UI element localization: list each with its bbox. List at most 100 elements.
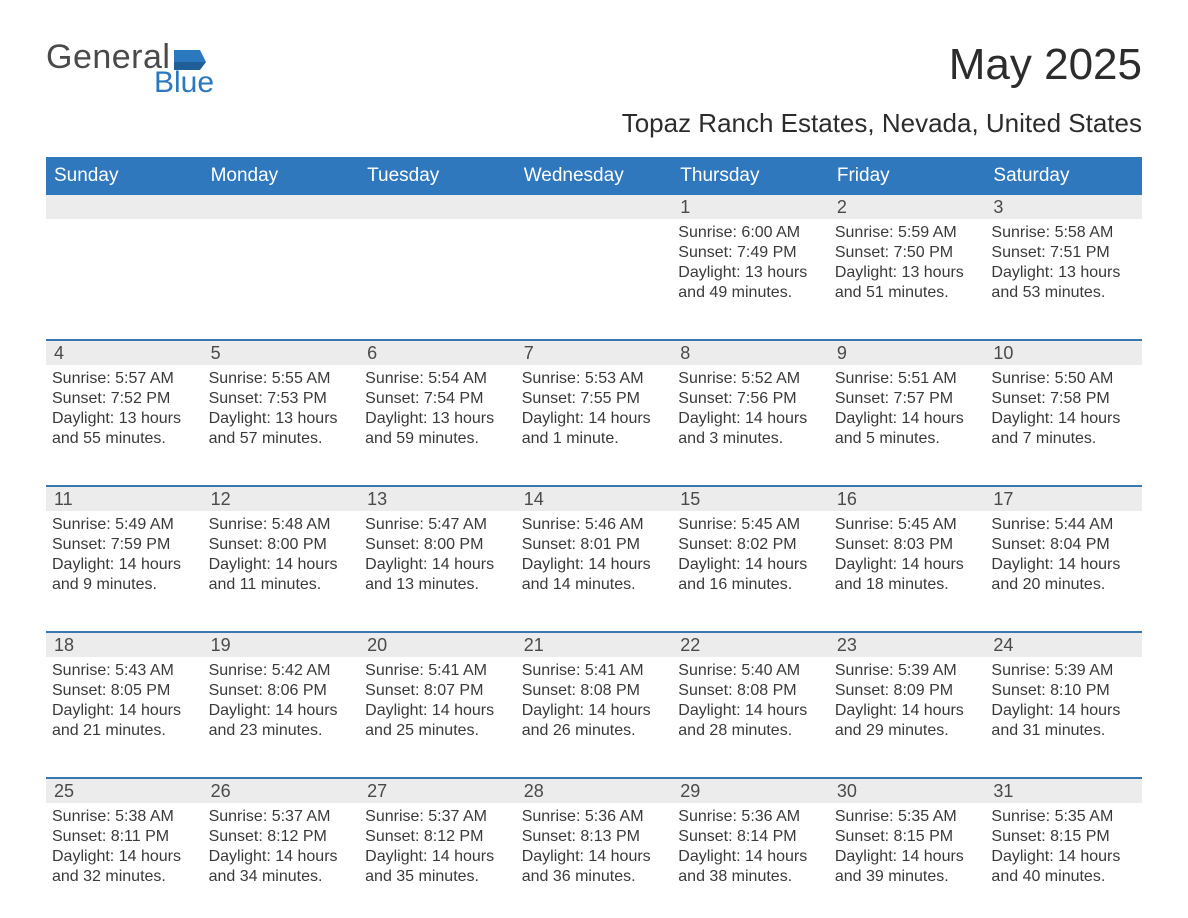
day-body: Sunrise: 5:57 AMSunset: 7:52 PMDaylight:… xyxy=(46,365,203,453)
calendar-day: 12Sunrise: 5:48 AMSunset: 8:00 PMDayligh… xyxy=(203,487,360,615)
calendar-day: 17Sunrise: 5:44 AMSunset: 8:04 PMDayligh… xyxy=(985,487,1142,615)
sunset-text: Sunset: 8:09 PM xyxy=(835,681,980,701)
day-number: 26 xyxy=(203,779,360,803)
sunset-text: Sunset: 8:08 PM xyxy=(678,681,823,701)
day-number: 30 xyxy=(829,779,986,803)
month-title: May 2025 xyxy=(622,40,1142,90)
calendar-week: 25Sunrise: 5:38 AMSunset: 8:11 PMDayligh… xyxy=(46,777,1142,907)
day-number: 31 xyxy=(985,779,1142,803)
sunrise-text: Sunrise: 6:00 AM xyxy=(678,223,823,243)
day-body: Sunrise: 5:42 AMSunset: 8:06 PMDaylight:… xyxy=(203,657,360,745)
calendar-day: 19Sunrise: 5:42 AMSunset: 8:06 PMDayligh… xyxy=(203,633,360,761)
sunset-text: Sunset: 8:00 PM xyxy=(365,535,510,555)
day-number: 9 xyxy=(829,341,986,365)
sunset-text: Sunset: 7:52 PM xyxy=(52,389,197,409)
daylight-text: Daylight: 14 hours and 28 minutes. xyxy=(678,701,823,741)
day-body: Sunrise: 5:53 AMSunset: 7:55 PMDaylight:… xyxy=(516,365,673,453)
calendar-day: 30Sunrise: 5:35 AMSunset: 8:15 PMDayligh… xyxy=(829,779,986,907)
sunrise-text: Sunrise: 5:41 AM xyxy=(522,661,667,681)
calendar-day: 16Sunrise: 5:45 AMSunset: 8:03 PMDayligh… xyxy=(829,487,986,615)
sunrise-text: Sunrise: 5:53 AM xyxy=(522,369,667,389)
day-body: Sunrise: 5:38 AMSunset: 8:11 PMDaylight:… xyxy=(46,803,203,891)
daylight-text: Daylight: 14 hours and 32 minutes. xyxy=(52,847,197,887)
sunrise-text: Sunrise: 5:42 AM xyxy=(209,661,354,681)
calendar-day: 6Sunrise: 5:54 AMSunset: 7:54 PMDaylight… xyxy=(359,341,516,469)
sunset-text: Sunset: 8:01 PM xyxy=(522,535,667,555)
day-body xyxy=(359,219,516,227)
daylight-text: Daylight: 14 hours and 20 minutes. xyxy=(991,555,1136,595)
calendar-day: 27Sunrise: 5:37 AMSunset: 8:12 PMDayligh… xyxy=(359,779,516,907)
sunrise-text: Sunrise: 5:54 AM xyxy=(365,369,510,389)
sunset-text: Sunset: 7:56 PM xyxy=(678,389,823,409)
daylight-text: Daylight: 14 hours and 34 minutes. xyxy=(209,847,354,887)
sunset-text: Sunset: 8:08 PM xyxy=(522,681,667,701)
day-body: Sunrise: 5:35 AMSunset: 8:15 PMDaylight:… xyxy=(829,803,986,891)
sunrise-text: Sunrise: 5:43 AM xyxy=(52,661,197,681)
sunset-text: Sunset: 8:13 PM xyxy=(522,827,667,847)
daylight-text: Daylight: 13 hours and 53 minutes. xyxy=(991,263,1136,303)
calendar-day: 28Sunrise: 5:36 AMSunset: 8:13 PMDayligh… xyxy=(516,779,673,907)
sunset-text: Sunset: 7:59 PM xyxy=(52,535,197,555)
brand-logo: General Blue xyxy=(46,40,214,98)
day-body: Sunrise: 5:47 AMSunset: 8:00 PMDaylight:… xyxy=(359,511,516,599)
day-body: Sunrise: 5:54 AMSunset: 7:54 PMDaylight:… xyxy=(359,365,516,453)
sunset-text: Sunset: 7:53 PM xyxy=(209,389,354,409)
calendar-day: 8Sunrise: 5:52 AMSunset: 7:56 PMDaylight… xyxy=(672,341,829,469)
day-body: Sunrise: 5:51 AMSunset: 7:57 PMDaylight:… xyxy=(829,365,986,453)
day-number: 14 xyxy=(516,487,673,511)
day-number: 6 xyxy=(359,341,516,365)
calendar-day: 20Sunrise: 5:41 AMSunset: 8:07 PMDayligh… xyxy=(359,633,516,761)
day-body: Sunrise: 5:45 AMSunset: 8:02 PMDaylight:… xyxy=(672,511,829,599)
daylight-text: Daylight: 13 hours and 57 minutes. xyxy=(209,409,354,449)
dayname-saturday: Saturday xyxy=(985,159,1142,195)
day-body: Sunrise: 5:36 AMSunset: 8:14 PMDaylight:… xyxy=(672,803,829,891)
day-number: 4 xyxy=(46,341,203,365)
day-number: 27 xyxy=(359,779,516,803)
dayname-wednesday: Wednesday xyxy=(516,159,673,195)
daylight-text: Daylight: 14 hours and 29 minutes. xyxy=(835,701,980,741)
daylight-text: Daylight: 14 hours and 13 minutes. xyxy=(365,555,510,595)
calendar-day xyxy=(46,195,203,323)
sunset-text: Sunset: 7:50 PM xyxy=(835,243,980,263)
calendar-day: 7Sunrise: 5:53 AMSunset: 7:55 PMDaylight… xyxy=(516,341,673,469)
day-body: Sunrise: 5:39 AMSunset: 8:10 PMDaylight:… xyxy=(985,657,1142,745)
sunrise-text: Sunrise: 5:40 AM xyxy=(678,661,823,681)
day-body: Sunrise: 5:37 AMSunset: 8:12 PMDaylight:… xyxy=(203,803,360,891)
day-number: 17 xyxy=(985,487,1142,511)
calendar-day: 3Sunrise: 5:58 AMSunset: 7:51 PMDaylight… xyxy=(985,195,1142,323)
sunrise-text: Sunrise: 5:50 AM xyxy=(991,369,1136,389)
day-number xyxy=(516,195,673,219)
day-body xyxy=(203,219,360,227)
daylight-text: Daylight: 14 hours and 16 minutes. xyxy=(678,555,823,595)
day-body: Sunrise: 5:52 AMSunset: 7:56 PMDaylight:… xyxy=(672,365,829,453)
calendar-day: 26Sunrise: 5:37 AMSunset: 8:12 PMDayligh… xyxy=(203,779,360,907)
day-number: 10 xyxy=(985,341,1142,365)
daylight-text: Daylight: 13 hours and 55 minutes. xyxy=(52,409,197,449)
daylight-text: Daylight: 14 hours and 39 minutes. xyxy=(835,847,980,887)
sunset-text: Sunset: 8:00 PM xyxy=(209,535,354,555)
day-number: 7 xyxy=(516,341,673,365)
sunset-text: Sunset: 8:02 PM xyxy=(678,535,823,555)
sunrise-text: Sunrise: 5:36 AM xyxy=(522,807,667,827)
daylight-text: Daylight: 14 hours and 38 minutes. xyxy=(678,847,823,887)
calendar-day: 24Sunrise: 5:39 AMSunset: 8:10 PMDayligh… xyxy=(985,633,1142,761)
day-number: 25 xyxy=(46,779,203,803)
title-block: May 2025 Topaz Ranch Estates, Nevada, Un… xyxy=(622,40,1142,139)
day-body: Sunrise: 5:40 AMSunset: 8:08 PMDaylight:… xyxy=(672,657,829,745)
sunrise-text: Sunrise: 5:55 AM xyxy=(209,369,354,389)
day-body: Sunrise: 5:55 AMSunset: 7:53 PMDaylight:… xyxy=(203,365,360,453)
calendar-day: 18Sunrise: 5:43 AMSunset: 8:05 PMDayligh… xyxy=(46,633,203,761)
calendar-day xyxy=(516,195,673,323)
sunset-text: Sunset: 8:03 PM xyxy=(835,535,980,555)
brand-general-text: General xyxy=(46,40,170,74)
day-body: Sunrise: 5:46 AMSunset: 8:01 PMDaylight:… xyxy=(516,511,673,599)
daylight-text: Daylight: 14 hours and 18 minutes. xyxy=(835,555,980,595)
sunrise-text: Sunrise: 5:49 AM xyxy=(52,515,197,535)
dayname-tuesday: Tuesday xyxy=(359,159,516,195)
location-text: Topaz Ranch Estates, Nevada, United Stat… xyxy=(622,108,1142,139)
sunrise-text: Sunrise: 5:39 AM xyxy=(991,661,1136,681)
calendar-day: 13Sunrise: 5:47 AMSunset: 8:00 PMDayligh… xyxy=(359,487,516,615)
day-number: 11 xyxy=(46,487,203,511)
calendar-header-row: Sunday Monday Tuesday Wednesday Thursday… xyxy=(46,157,1142,195)
day-number: 13 xyxy=(359,487,516,511)
